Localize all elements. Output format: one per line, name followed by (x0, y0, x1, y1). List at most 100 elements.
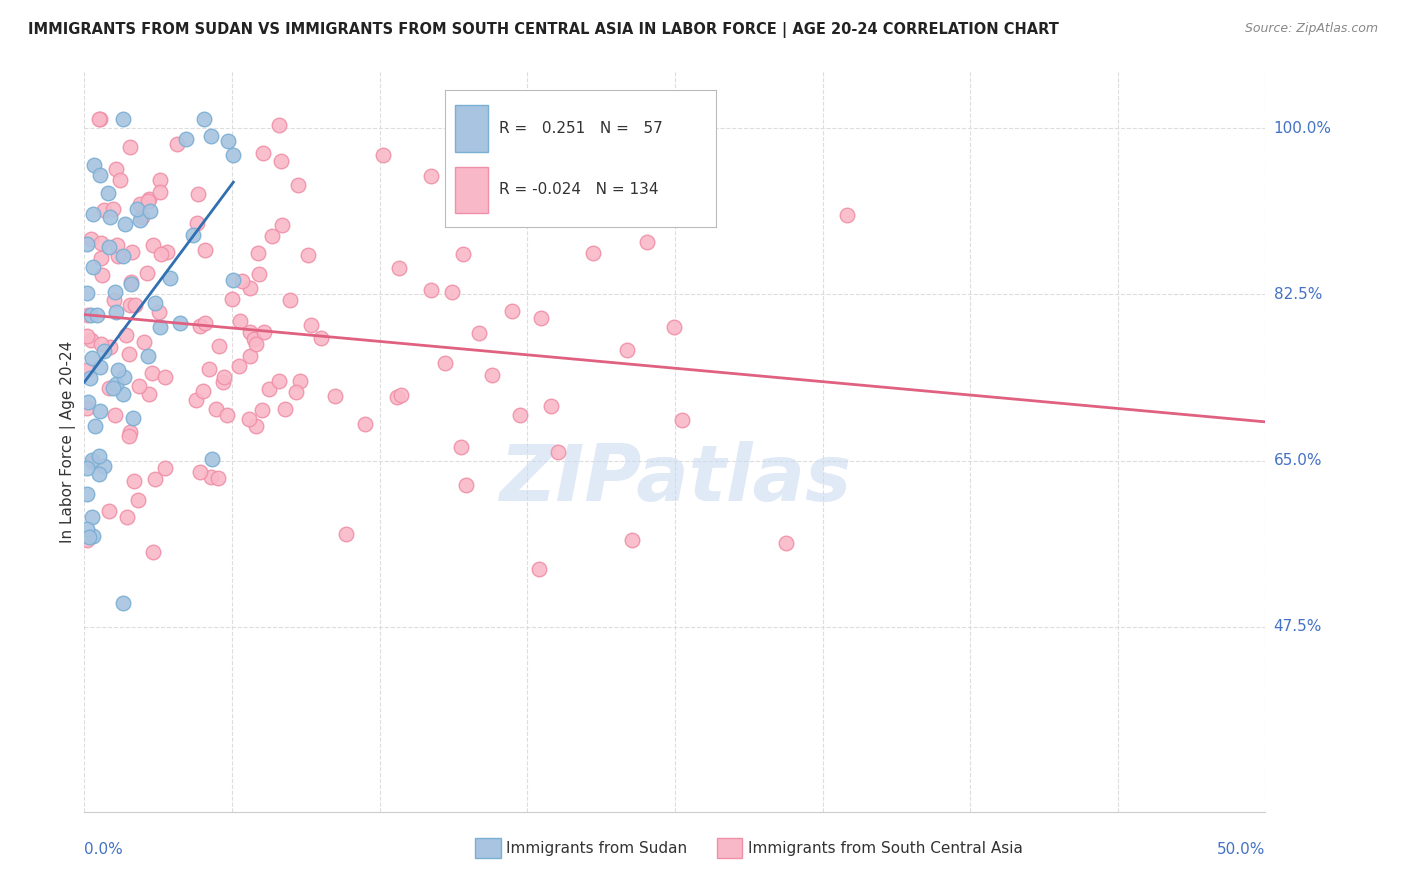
Point (76, 461, 98, 475)
Point (112, 249, 135, 263)
Point (299, 318, 322, 332)
Point (231, 274, 253, 288)
Point (89, 359, 111, 374)
Text: 50.0%: 50.0% (1218, 842, 1265, 857)
Text: Immigrants from Sudan: Immigrants from Sudan (506, 841, 688, 855)
Point (468, 326, 491, 340)
Point (91, 268, 114, 282)
Point (97, 186, 120, 201)
Point (131, 211, 153, 225)
Point (420, 169, 443, 184)
Point (181, 228, 204, 243)
Point (288, 374, 311, 388)
Point (441, 285, 464, 299)
Point (285, 384, 308, 399)
Point (77, 308, 100, 322)
Point (76, 285, 98, 300)
Point (86, 308, 108, 322)
Point (112, 369, 135, 384)
Text: 65.0%: 65.0% (1274, 453, 1322, 468)
Point (354, 417, 377, 431)
Point (142, 237, 165, 252)
Point (136, 349, 159, 363)
Point (835, 208, 858, 222)
Point (193, 112, 215, 126)
Point (138, 387, 160, 401)
Point (87, 450, 110, 464)
Point (76, 328, 98, 343)
Point (136, 267, 159, 281)
Text: 82.5%: 82.5% (1274, 287, 1322, 301)
Point (103, 381, 125, 395)
Point (98, 339, 121, 353)
Point (145, 472, 167, 486)
Point (270, 219, 292, 233)
Point (89, 337, 111, 351)
Point (530, 310, 553, 325)
Point (118, 347, 141, 361)
Point (121, 244, 143, 259)
Point (270, 153, 292, 168)
Point (104, 376, 127, 391)
Point (149, 185, 172, 199)
Point (93, 459, 115, 474)
Point (89, 169, 111, 183)
Point (198, 362, 221, 376)
Point (127, 492, 149, 507)
Point (229, 314, 252, 328)
Point (621, 533, 644, 547)
Point (238, 412, 260, 426)
Point (664, 319, 686, 334)
Point (103, 202, 125, 216)
Point (335, 526, 357, 541)
Text: Immigrants from South Central Asia: Immigrants from South Central Asia (748, 841, 1024, 855)
Point (257, 382, 280, 396)
Point (239, 349, 262, 363)
Point (87, 112, 110, 126)
Point (125, 202, 148, 216)
Point (82, 455, 104, 469)
Point (120, 298, 142, 312)
Point (80, 510, 103, 524)
Point (118, 429, 141, 443)
Point (115, 328, 138, 343)
Point (194, 316, 217, 330)
Point (215, 408, 238, 422)
Point (114, 217, 136, 231)
Point (128, 197, 150, 211)
Point (120, 140, 142, 154)
Point (420, 284, 443, 298)
Text: ZIPatlas: ZIPatlas (499, 441, 851, 516)
Point (122, 411, 145, 425)
Point (98, 381, 121, 395)
Point (76, 487, 98, 501)
Text: IMMIGRANTS FROM SUDAN VS IMMIGRANTS FROM SOUTH CENTRAL ASIA IN LABOR FORCE | AGE: IMMIGRANTS FROM SUDAN VS IMMIGRANTS FROM… (28, 22, 1059, 38)
Point (323, 388, 346, 402)
Point (671, 412, 693, 426)
Point (207, 471, 229, 485)
Point (124, 298, 146, 312)
Point (253, 326, 276, 340)
Point (104, 305, 127, 319)
Point (388, 260, 411, 275)
Point (200, 470, 222, 484)
Point (76, 533, 98, 547)
Point (132, 335, 155, 350)
Point (385, 390, 408, 404)
Point (76, 401, 98, 415)
Point (194, 243, 217, 257)
Point (89, 404, 111, 418)
Point (217, 134, 239, 148)
Point (129, 213, 152, 227)
Point (107, 363, 129, 377)
Point (112, 596, 135, 610)
Point (76, 522, 98, 536)
Point (105, 238, 128, 252)
Point (104, 409, 127, 423)
Point (221, 292, 243, 306)
Point (79, 232, 101, 246)
Point (252, 145, 274, 160)
Point (450, 440, 472, 454)
Point (82, 351, 104, 365)
Point (169, 316, 191, 330)
